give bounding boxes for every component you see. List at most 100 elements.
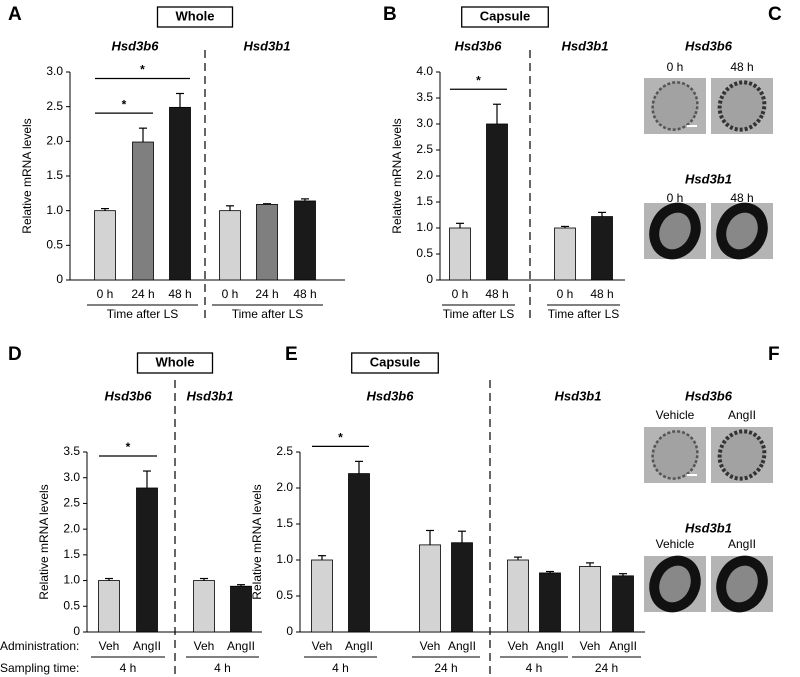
- y-tick-label: 0: [286, 624, 293, 638]
- gene-label: Hsd3b1: [244, 38, 291, 53]
- y-tick-label: 0.5: [416, 246, 433, 260]
- y-tick-label: 0: [73, 624, 80, 638]
- subgroup-label: 4 h: [120, 661, 137, 675]
- bar: [132, 141, 154, 281]
- gene-label: Hsd3b6: [367, 388, 415, 403]
- y-axis-label: Relative mRNA levels: [390, 118, 404, 233]
- bar: [294, 200, 316, 281]
- gene-label: Hsd3b1: [685, 520, 732, 535]
- panel-letter: A: [8, 4, 22, 25]
- x-tick-label: AngII: [609, 639, 637, 653]
- x-tick-label: Veh: [99, 639, 120, 653]
- bar: [419, 544, 441, 633]
- bar: [507, 559, 529, 633]
- tissue: [649, 555, 701, 613]
- subgroup-label: Time after LS: [443, 307, 515, 321]
- x-tick-label: 0 h: [222, 287, 239, 301]
- x-tick-label: 0 h: [452, 287, 469, 301]
- row-label: Sampling time:: [0, 661, 79, 675]
- y-tick-label: 2.0: [416, 168, 433, 182]
- row-label: Administration:: [0, 639, 79, 653]
- bar: [591, 216, 613, 281]
- subgroup-label: 24 h: [434, 661, 457, 675]
- subgroup-label: 24 h: [595, 661, 618, 675]
- bar: [579, 566, 601, 633]
- subgroup-label: 4 h: [526, 661, 543, 675]
- y-tick-label: 1.5: [276, 516, 293, 530]
- significance-label: *: [122, 97, 127, 111]
- y-tick-label: 3.5: [416, 90, 433, 104]
- x-tick-label: AngII: [345, 639, 373, 653]
- gene-label: Hsd3b6: [685, 388, 733, 403]
- bar: [348, 473, 370, 633]
- y-tick-label: 2.5: [46, 99, 63, 113]
- y-tick-label: 1.0: [63, 573, 80, 587]
- image-label: 0 h: [667, 60, 684, 74]
- y-tick-label: 2.0: [63, 521, 80, 535]
- y-tick-label: 2.0: [46, 134, 63, 148]
- x-tick-label: AngII: [448, 639, 476, 653]
- image-label: 48 h: [730, 60, 753, 74]
- image-label: 48 h: [730, 191, 753, 205]
- y-tick-label: 0.5: [46, 238, 63, 252]
- y-tick-label: 0: [56, 272, 63, 286]
- significance-label: *: [126, 440, 131, 454]
- y-tick-label: 1.0: [46, 203, 63, 217]
- title-box: [136, 352, 214, 374]
- bar: [256, 204, 278, 281]
- image-label: Vehicle: [656, 537, 695, 551]
- title-box: [461, 6, 549, 28]
- y-tick-label: 0.5: [276, 588, 293, 602]
- panel-letter: B: [383, 4, 397, 25]
- image-label: AngII: [728, 408, 756, 422]
- subgroup-label: Time after LS: [548, 307, 620, 321]
- bar: [98, 580, 120, 633]
- bar: [311, 559, 333, 633]
- y-tick-label: 1.0: [276, 552, 293, 566]
- bar: [539, 572, 561, 633]
- x-tick-label: AngII: [227, 639, 255, 653]
- bar: [612, 575, 634, 633]
- tissue: [716, 202, 768, 260]
- chart-title: Capsule: [370, 354, 421, 369]
- x-tick-label: 48 h: [168, 287, 191, 301]
- image-label: Vehicle: [656, 408, 695, 422]
- tissue: [717, 429, 767, 481]
- tissue: [716, 555, 768, 613]
- y-tick-label: 3.5: [63, 444, 80, 458]
- gene-label: Hsd3b6: [105, 388, 153, 403]
- y-tick-label: 3.0: [46, 64, 63, 78]
- bar: [451, 542, 473, 633]
- x-tick-label: Veh: [420, 639, 441, 653]
- significance-label: *: [338, 431, 343, 445]
- x-tick-label: Veh: [508, 639, 529, 653]
- gene-label: Hsd3b1: [562, 38, 609, 53]
- gene-label: Hsd3b6: [685, 38, 733, 53]
- chart-title: Capsule: [480, 8, 531, 23]
- panel-letter: F: [768, 344, 780, 365]
- bar: [169, 106, 191, 281]
- y-tick-label: 0.5: [63, 598, 80, 612]
- y-tick-label: 1.0: [416, 220, 433, 234]
- x-tick-label: 48 h: [293, 287, 316, 301]
- bar: [94, 210, 116, 281]
- significance-label: *: [476, 73, 481, 87]
- tissue: [651, 81, 699, 131]
- panel-letter: C: [768, 4, 782, 25]
- gene-label: Hsd3b1: [685, 171, 732, 186]
- subgroup-label: 4 h: [214, 661, 231, 675]
- y-tick-label: 2.0: [276, 480, 293, 494]
- gene-label: Hsd3b6: [455, 38, 503, 53]
- y-tick-label: 3.0: [416, 116, 433, 130]
- y-tick-label: 2.5: [416, 142, 433, 156]
- x-tick-label: AngII: [536, 639, 564, 653]
- x-tick-label: Veh: [194, 639, 215, 653]
- subgroup-label: Time after LS: [107, 307, 179, 321]
- x-tick-label: Veh: [580, 639, 601, 653]
- chart-title: Whole: [176, 8, 215, 23]
- tissue: [717, 80, 767, 132]
- bar: [554, 227, 576, 281]
- panel-letter: D: [8, 344, 22, 365]
- y-tick-label: 1.5: [416, 194, 433, 208]
